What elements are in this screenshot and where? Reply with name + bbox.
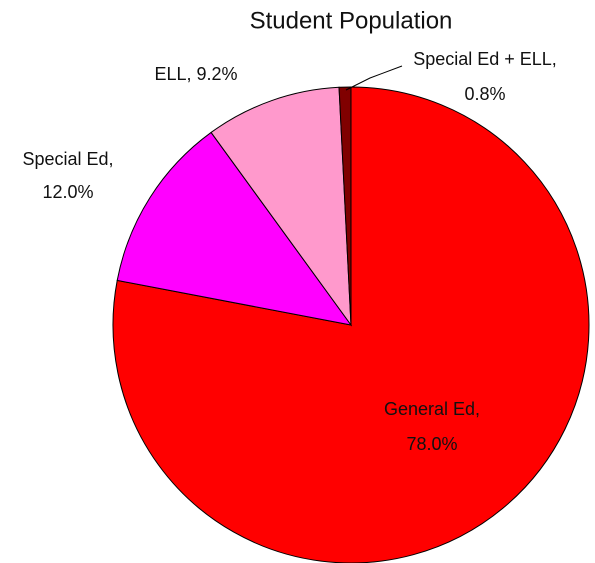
label-category: Special Ed + ELL, [413,49,557,69]
label-value: 0.8% [464,84,505,104]
label-category: General Ed, [384,399,480,419]
data-label: General Ed, 78.0% [384,399,480,454]
label-category: ELL, [154,64,191,84]
label-value: 78.0% [406,434,457,454]
label-value: 9.2% [197,64,238,84]
label-category: Special Ed, [22,149,113,169]
data-label: Special Ed + ELL, 0.8% [413,49,557,104]
chart-title: Student Population [250,7,453,34]
pie-slice [116,131,353,326]
data-label: ELL, 9.2% [154,64,237,84]
leader-line [345,65,403,91]
pie-slice [210,86,352,327]
label-value: 12.0% [42,182,93,202]
data-label: Special Ed, 12.0% [22,149,113,202]
